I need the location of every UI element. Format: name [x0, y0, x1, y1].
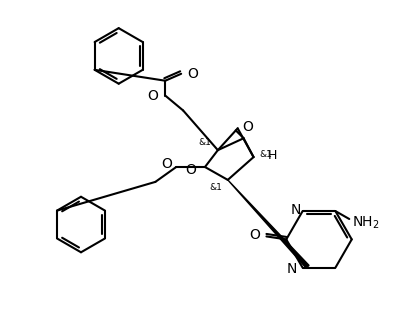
- Polygon shape: [228, 180, 309, 268]
- Text: O: O: [185, 163, 196, 177]
- Text: &1: &1: [259, 150, 272, 158]
- Text: O: O: [243, 120, 253, 134]
- Text: &1: &1: [209, 183, 222, 192]
- Text: O: O: [148, 88, 158, 103]
- Text: NH$_2$: NH$_2$: [352, 215, 380, 231]
- Text: N: N: [286, 262, 297, 276]
- Text: O: O: [161, 157, 172, 171]
- Text: H: H: [267, 149, 277, 161]
- Text: O: O: [187, 67, 198, 81]
- Text: &1: &1: [198, 138, 211, 147]
- Text: O: O: [250, 228, 261, 243]
- Text: N: N: [290, 203, 301, 217]
